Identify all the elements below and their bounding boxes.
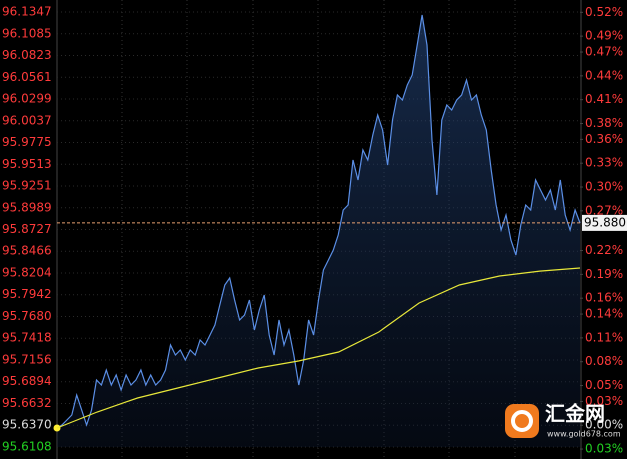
y-tick-label: 95.6108: [2, 440, 52, 454]
watermark: 汇金网 www.gold678.com: [505, 402, 621, 439]
y-tick-label: 95.8989: [2, 200, 52, 214]
y2-tick-label: 0.38%: [585, 116, 623, 130]
y-tick-label: 95.9775: [2, 135, 52, 149]
y-tick-label: 95.9513: [2, 157, 52, 171]
price-area: [57, 15, 580, 447]
y-tick-label: 95.8727: [2, 222, 52, 236]
price-line: [56, 14, 581, 429]
y-tick-label: 96.0299: [2, 92, 52, 106]
y2-tick-label: 0.41%: [585, 92, 623, 106]
y2-tick-label: 0.52%: [585, 5, 623, 19]
y-tick-label: 95.6894: [2, 374, 52, 388]
y-tick-label: 96.0037: [2, 113, 52, 127]
y2-tick-label: 0.19%: [585, 267, 623, 281]
current-price-box: [582, 214, 627, 231]
y2-tick-label: 0.22%: [585, 243, 623, 257]
watermark-icon: [505, 404, 539, 438]
current-price-label: 95.8807: [584, 215, 627, 229]
y2-tick-label: 0.44%: [585, 68, 623, 82]
y2-tick-label: 0.36%: [585, 132, 623, 146]
y-tick-label: 95.8204: [2, 265, 52, 279]
vertical-grid: [121, 0, 516, 459]
y2-tick-label: 0.11%: [585, 330, 623, 344]
y2-tick-label: 0.00%: [585, 418, 623, 432]
y-tick-label: 95.6632: [2, 396, 52, 410]
y2-tick-label: 0.30%: [585, 180, 623, 194]
y-tick-label: 96.1085: [2, 26, 52, 40]
y-tick-label: 95.7680: [2, 309, 52, 323]
y-tick-label: 95.6370: [2, 418, 52, 432]
y2-tick-label: 0.14%: [585, 307, 623, 321]
y2-tick-label: 0.33%: [585, 156, 623, 170]
y-tick-label: 96.1347: [2, 5, 52, 19]
y-tick-label: 95.8466: [2, 244, 52, 258]
average-line: [56, 267, 581, 429]
y2-tick-label: 0.27%: [585, 203, 623, 217]
y2-tick-label: 0.16%: [585, 291, 623, 305]
watermark-name: 汇金网: [545, 402, 605, 426]
plot: 96.1347 96.1085 96.0823 96.0561 96.0299 96.00…: [2, 5, 627, 456]
y-tick-label: 96.0561: [2, 70, 52, 84]
y2-tick-label: 0.47%: [585, 45, 623, 59]
watermark-url: www.gold678.com: [547, 430, 621, 439]
y2-tick-label: 0.03%: [585, 394, 623, 408]
y-tick-label: 95.7942: [2, 287, 52, 301]
y-tick-label: 95.9251: [2, 179, 52, 193]
y-tick-label: 96.0823: [2, 48, 52, 62]
y-tick-label: 95.7156: [2, 352, 52, 366]
y-tick-label: 95.7418: [2, 331, 52, 345]
y2-tick-label: 0.08%: [585, 354, 623, 368]
y2-tick-label: 0.05%: [585, 378, 623, 392]
y2-tick-label: 0.49%: [585, 29, 623, 43]
y2-tick-label: 0.03%: [585, 442, 623, 456]
watermark-icon-ring: [511, 410, 533, 432]
